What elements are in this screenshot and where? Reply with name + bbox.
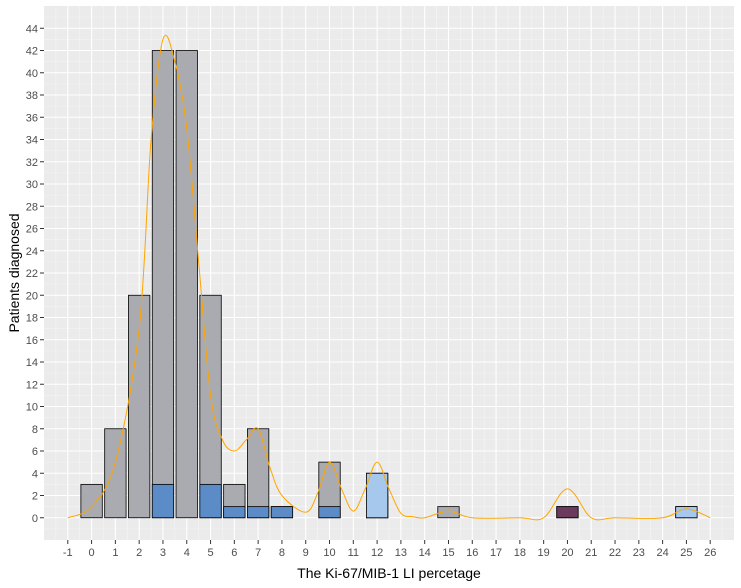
bar-series-4	[556, 506, 579, 519]
x-tick-label: 8	[279, 547, 285, 559]
y-tick-label: 28	[26, 201, 38, 213]
x-tick-label: 7	[255, 547, 261, 559]
y-tick-label: 26	[26, 224, 38, 236]
x-tick-label: 1	[112, 547, 118, 559]
x-tick-label: 15	[442, 547, 454, 559]
y-tick-label: 8	[32, 424, 38, 436]
y-tick-label: 24	[26, 246, 38, 258]
x-tick-label: 18	[514, 547, 526, 559]
y-tick-label: 40	[26, 68, 38, 80]
y-tick-label: 22	[26, 268, 38, 280]
bar-series-2	[247, 506, 270, 519]
bars	[80, 50, 698, 519]
bar-series-3	[675, 506, 698, 519]
x-tick-label: 16	[466, 547, 478, 559]
x-tick-label: 25	[680, 547, 692, 559]
x-tick-label: 4	[184, 547, 190, 559]
y-tick-label: 2	[32, 491, 38, 503]
bar-series-2	[151, 483, 175, 519]
bar-series-1	[151, 50, 175, 519]
bar-series-1	[80, 483, 103, 519]
x-tick-label: 10	[323, 547, 335, 559]
x-tick-label: 11	[348, 547, 359, 559]
x-tick-label: 0	[89, 547, 95, 559]
bar-series-1	[437, 506, 460, 519]
x-tick-label: 20	[561, 547, 573, 559]
y-tick-label: 10	[26, 402, 38, 414]
bar-series-2	[199, 483, 222, 519]
bar-series-1	[175, 50, 198, 519]
bar-series-1	[128, 294, 151, 519]
y-tick-label: 34	[26, 135, 38, 147]
y-tick-label: 12	[26, 379, 38, 391]
x-tick-label: 6	[231, 547, 237, 559]
x-tick-label: 17	[490, 547, 502, 559]
density-line	[67, 34, 711, 521]
y-tick-label: 6	[32, 446, 38, 458]
x-axis-title: The Ki-67/MIB-1 LI percetage	[297, 565, 481, 581]
x-tick-label: 23	[633, 547, 645, 559]
x-axis-ticks: -1 0 1 2 3 4 5 6 7 8 9 10 11 12 13 14 15 16 17 18 19 20 21 22 23…	[63, 540, 716, 559]
x-tick-label: 2	[136, 547, 142, 559]
bar-series-2	[318, 506, 341, 519]
x-tick-label: 3	[160, 547, 166, 559]
x-tick-label: 24	[656, 547, 668, 559]
bar-series-3	[365, 472, 389, 519]
y-tick-label: 16	[26, 335, 38, 347]
x-tick-label: 19	[538, 547, 550, 559]
bar-series-2	[223, 506, 246, 519]
y-axis-ticks: 0246810121416182022242628303234363840424…	[26, 23, 44, 525]
x-tick-label: -1	[63, 547, 73, 559]
x-tick-label: 26	[704, 547, 716, 559]
x-tick-label: 5	[207, 547, 213, 559]
y-tick-label: 44	[26, 23, 38, 35]
bar-series-1	[247, 428, 270, 519]
y-axis-title: Patients diagnosed	[6, 213, 22, 332]
x-tick-label: 13	[395, 547, 407, 559]
x-tick-label: 21	[585, 547, 597, 559]
y-tick-label: 18	[26, 313, 38, 325]
y-tick-label: 14	[26, 357, 38, 369]
y-tick-label: 42	[26, 46, 38, 58]
x-tick-label: 14	[419, 547, 431, 559]
x-tick-label: 12	[371, 547, 383, 559]
y-tick-label: 32	[26, 157, 38, 169]
y-tick-label: 4	[32, 468, 38, 480]
bar-series-1	[104, 428, 127, 519]
x-tick-label: 9	[303, 547, 309, 559]
y-tick-label: 20	[26, 290, 38, 302]
y-tick-label: 36	[26, 112, 38, 124]
y-tick-label: 38	[26, 90, 38, 102]
y-tick-label: 0	[32, 513, 38, 525]
x-tick-label: 22	[609, 547, 621, 559]
bar-series-2	[270, 506, 294, 519]
y-tick-label: 30	[26, 179, 38, 191]
